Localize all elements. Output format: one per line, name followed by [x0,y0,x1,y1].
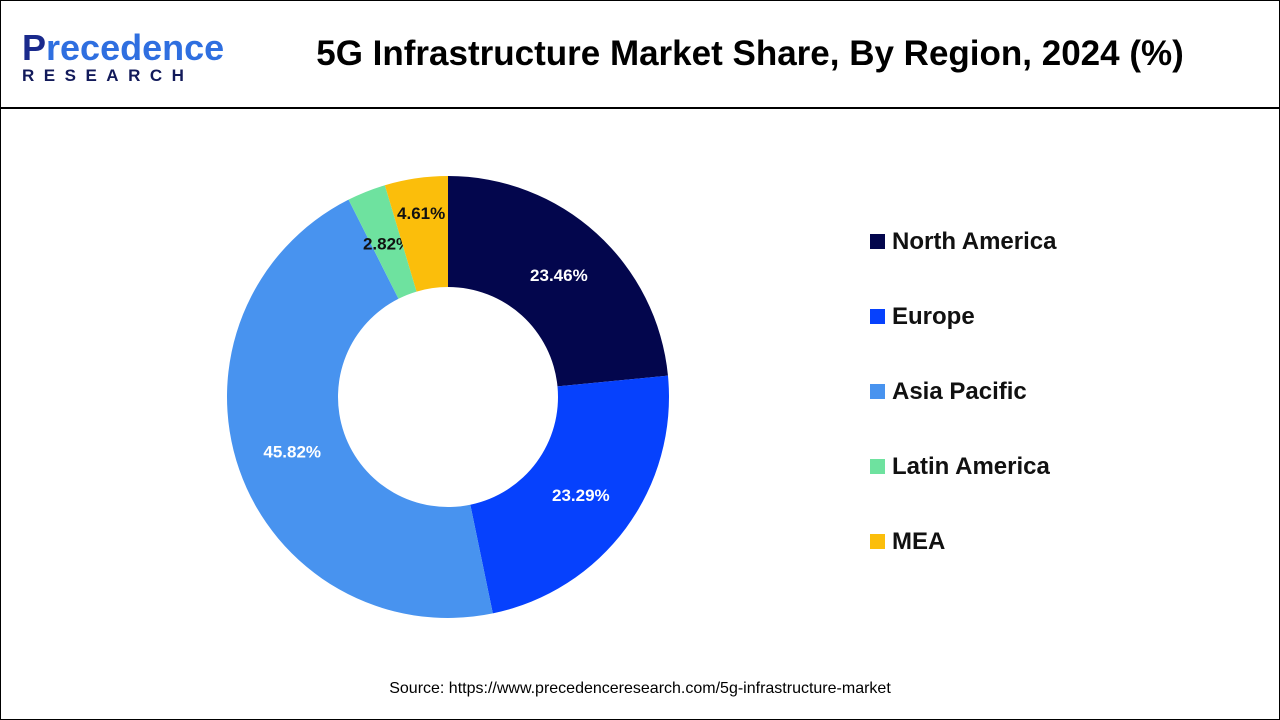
legend-swatch [870,459,885,474]
slice-europe [470,375,669,614]
data-label: 23.46% [530,266,588,285]
legend-item: Latin America [870,429,1056,504]
legend-swatch [870,234,885,249]
data-label: 2.82% [363,235,411,254]
slice-north-america [448,176,668,387]
legend-swatch [870,384,885,399]
header: Precedence RESEARCH 5G Infrastructure Ma… [0,0,1280,109]
legend-label: Asia Pacific [892,377,1027,405]
slice-latin-america [348,185,417,299]
legend-label: North America [892,227,1057,255]
data-label: 4.61% [397,204,445,223]
legend-swatch [870,309,885,324]
legend-swatch [870,534,885,549]
data-label: 23.29% [552,486,610,505]
data-label: 45.82% [263,442,321,461]
slice-asia-pacific [226,199,493,619]
legend: North America Europe Asia Pacific Latin Ame… [870,228,1056,607]
source-note: Source: https://www.precedenceresearch.c… [389,680,891,697]
legend-item: North America [870,204,1056,279]
legend-item: MEA [870,504,1056,579]
legend-label: Europe [892,302,975,330]
legend-label: Latin America [892,452,1050,480]
legend-item: Asia Pacific [870,354,1056,429]
precedence-research-logo: Precedence RESEARCH [22,27,225,86]
slice-mea [384,176,448,292]
legend-label: MEA [892,527,946,555]
legend-item: Europe [870,279,1056,354]
chart-title: 5G Infrastructure Market Share, By Regio… [316,34,1184,73]
